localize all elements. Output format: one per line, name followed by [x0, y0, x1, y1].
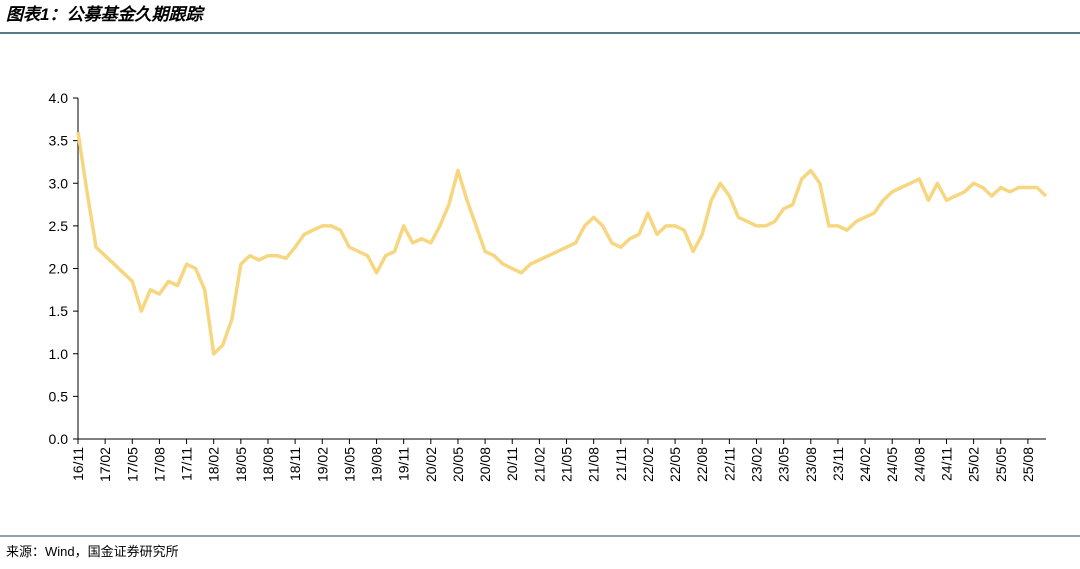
x-tick-label: 19/08 [369, 447, 385, 482]
x-tick-label: 21/05 [559, 447, 575, 482]
y-tick-label: 2.0 [49, 261, 69, 277]
x-tick-label: 25/02 [966, 447, 982, 482]
y-tick-label: 0.5 [49, 388, 69, 404]
x-tick-label: 22/11 [721, 447, 737, 481]
x-tick-label: 17/11 [179, 447, 195, 481]
x-tick-label: 20/11 [504, 447, 520, 481]
y-tick-label: 3.0 [49, 175, 69, 191]
y-tick-label: 1.5 [49, 303, 69, 319]
y-tick-label: 3.5 [49, 133, 69, 149]
x-tick-label: 18/02 [206, 447, 222, 482]
x-tick-label: 18/08 [260, 447, 276, 482]
x-tick-label: 17/02 [97, 447, 113, 482]
x-tick-label: 23/11 [830, 447, 846, 481]
x-tick-label: 20/08 [477, 447, 493, 482]
x-tick-label: 18/05 [233, 447, 249, 482]
x-tick-label: 16/11 [70, 447, 86, 481]
x-tick-label: 19/02 [314, 447, 330, 482]
x-tick-label: 24/11 [938, 447, 954, 481]
y-tick-label: 1.0 [49, 346, 69, 362]
x-tick-label: 25/08 [1020, 447, 1036, 482]
x-tick-label: 25/05 [993, 447, 1009, 482]
x-tick-label: 24/08 [911, 447, 927, 482]
x-tick-label: 22/05 [667, 447, 683, 482]
data-line [76, 131, 1048, 356]
y-tick-label: 4.0 [49, 90, 69, 106]
x-tick-label: 17/08 [151, 447, 167, 482]
x-tick-label: 22/08 [694, 447, 710, 482]
x-tick-label: 19/05 [341, 447, 357, 482]
x-tick-label: 18/11 [287, 447, 303, 481]
x-tick-label: 21/08 [586, 447, 602, 482]
x-tick-label: 24/05 [884, 447, 900, 482]
x-tick-label: 21/02 [531, 447, 547, 482]
x-tick-label: 23/05 [776, 447, 792, 482]
x-tick-label: 23/08 [803, 447, 819, 482]
x-tick-label: 17/05 [124, 447, 140, 482]
x-tick-label: 23/02 [749, 447, 765, 482]
source: 来源：Wind，国金证券研究所 [6, 544, 179, 559]
x-tick-label: 22/02 [640, 447, 656, 482]
x-tick-label: 21/11 [613, 447, 629, 481]
y-tick-label: 2.5 [49, 218, 69, 234]
x-tick-label: 20/05 [450, 447, 466, 482]
chart-title: 图表1：公募基金久期跟踪 [6, 5, 205, 24]
x-tick-label: 20/02 [423, 447, 439, 482]
x-tick-label: 24/02 [857, 447, 873, 482]
x-tick-label: 19/11 [396, 447, 412, 481]
y-tick-label: 0.0 [49, 431, 69, 447]
